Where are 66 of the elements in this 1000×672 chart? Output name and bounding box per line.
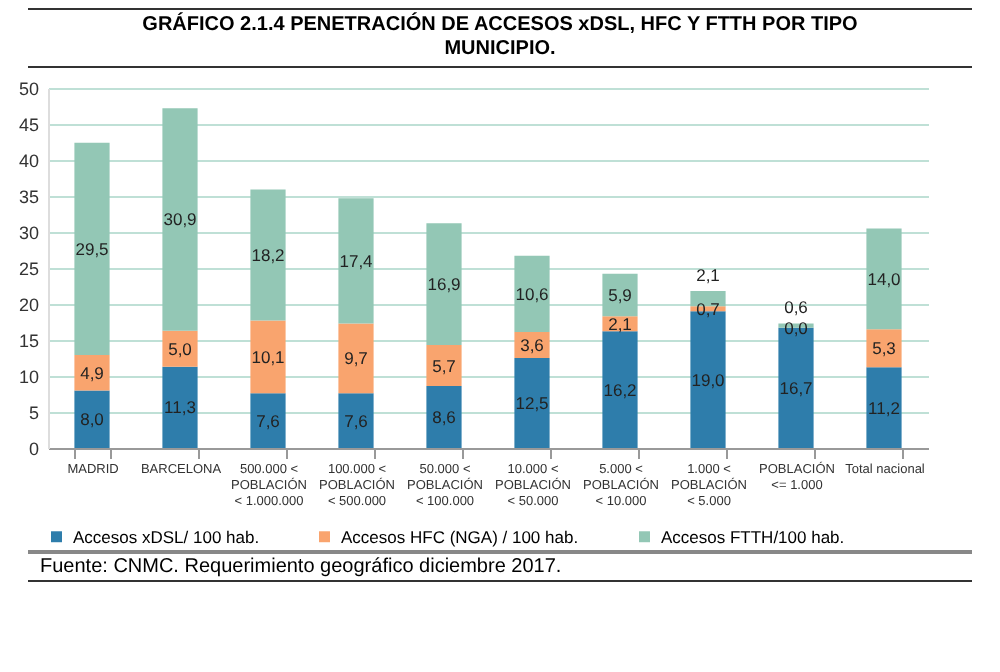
data-label: 3,6 <box>520 335 545 356</box>
y-tick-label: 45 <box>18 115 39 135</box>
data-label: 11,3 <box>164 397 197 418</box>
data-label: 2,1 <box>696 265 721 286</box>
data-label: 9,7 <box>344 348 369 369</box>
bar <box>250 393 286 448</box>
data-label: 10,6 <box>515 283 550 304</box>
bar <box>162 366 198 448</box>
y-tick-label: 5 <box>28 403 39 423</box>
data-label: 7,6 <box>344 410 369 431</box>
y-tick-label: 0 <box>28 439 39 459</box>
data-label: 29,5 <box>75 238 110 259</box>
y-tick-label: 20 <box>18 295 39 315</box>
legend-label: Accesos xDSL/ 100 hab. <box>73 526 260 547</box>
bar <box>74 390 110 448</box>
data-label: 16,9 <box>427 274 462 295</box>
bar <box>250 189 286 321</box>
bar <box>250 320 286 394</box>
data-label: 11,2 <box>868 397 901 418</box>
bar <box>602 273 638 317</box>
bar <box>74 355 110 391</box>
chart-title: GRÁFICO 2.1.4 PENETRACIÓN DE ACCESOS xDSL, HFC Y FTTH POR TIPO MUNICIPIO. <box>28 8 972 68</box>
bar <box>338 393 374 448</box>
y-tick-label: 10 <box>18 367 39 387</box>
data-label: 12,5 <box>515 393 550 413</box>
y-tick-label: 50 <box>18 79 39 99</box>
data-label: 30,9 <box>163 209 198 230</box>
data-label: 7,6 <box>256 410 281 431</box>
source-note: Fuente: CNMC. Requerimiento geográfico diciembre 2017. <box>28 550 972 582</box>
bar <box>602 331 638 448</box>
y-tick-label: 30 <box>18 223 39 243</box>
data-label: 14,0 <box>867 268 902 289</box>
data-label: 18,2 <box>251 245 286 266</box>
y-tick-label: 35 <box>18 187 39 207</box>
bar <box>162 108 198 331</box>
bar <box>866 367 902 448</box>
bar <box>426 345 462 387</box>
data-label: 0,6 <box>784 297 809 318</box>
bar <box>426 386 462 448</box>
data-label: 2,1 <box>608 313 633 334</box>
data-label: 5,7 <box>432 355 457 376</box>
bar <box>866 329 902 368</box>
data-label: 8,6 <box>432 407 457 428</box>
bar <box>338 323 374 394</box>
bar <box>338 198 374 324</box>
bar <box>74 142 110 356</box>
data-label: 16,7 <box>779 377 814 398</box>
data-label: 19,0 <box>691 369 726 390</box>
data-label: 5,0 <box>168 338 193 359</box>
data-label: 17,4 <box>339 250 374 271</box>
data-label: 4,9 <box>80 362 105 383</box>
bar <box>162 330 198 367</box>
legend-label: Accesos HFC (NGA) / 100 hab. <box>341 526 579 547</box>
data-label: 16,2 <box>603 379 638 400</box>
data-label: 10,1 <box>251 346 286 367</box>
y-tick-label: 40 <box>18 151 39 171</box>
bar <box>514 358 550 448</box>
y-tick-label: 25 <box>18 259 39 279</box>
bar <box>426 223 462 346</box>
data-label: 5,3 <box>872 338 897 359</box>
bar <box>866 228 902 330</box>
y-tick-label: 15 <box>18 331 39 351</box>
data-label: 8,0 <box>80 409 105 430</box>
legend-label: Accesos FTTH/100 hab. <box>661 526 845 547</box>
bar <box>514 255 550 333</box>
data-label: 5,9 <box>608 285 633 305</box>
